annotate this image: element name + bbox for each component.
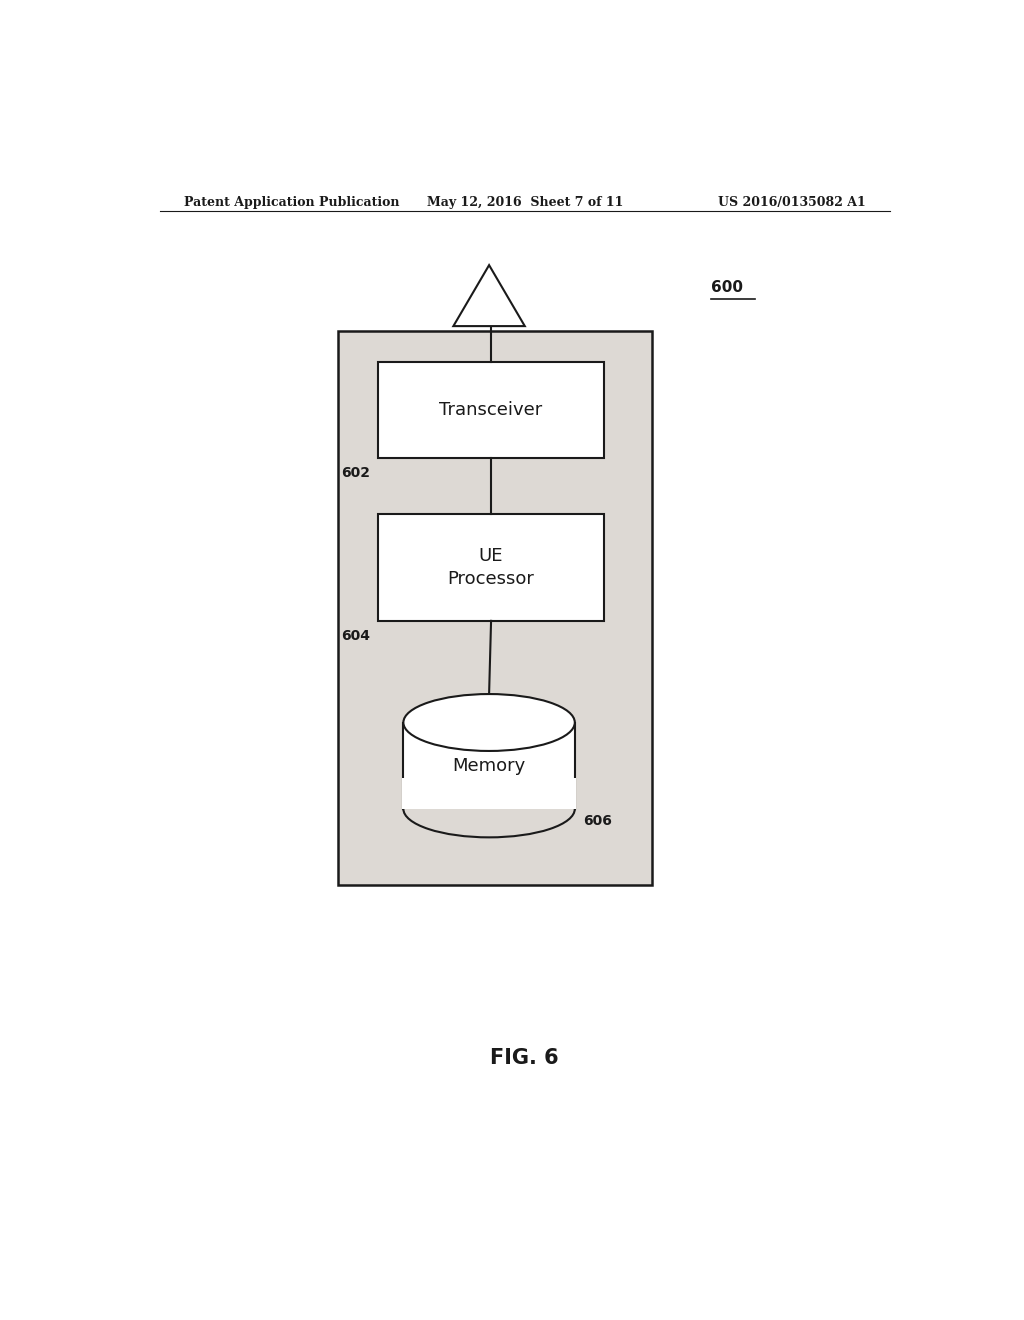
FancyBboxPatch shape xyxy=(338,331,652,886)
Text: 600: 600 xyxy=(712,280,743,296)
Text: US 2016/0135082 A1: US 2016/0135082 A1 xyxy=(718,195,866,209)
FancyBboxPatch shape xyxy=(378,362,604,458)
Text: 602: 602 xyxy=(341,466,370,480)
Text: Transceiver: Transceiver xyxy=(439,401,543,418)
Bar xyxy=(401,779,577,809)
Text: Patent Application Publication: Patent Application Publication xyxy=(183,195,399,209)
FancyBboxPatch shape xyxy=(378,515,604,620)
Text: UE
Processor: UE Processor xyxy=(447,546,535,589)
Ellipse shape xyxy=(403,694,574,751)
Text: 604: 604 xyxy=(341,630,370,643)
Text: 606: 606 xyxy=(583,814,611,828)
Polygon shape xyxy=(454,265,524,326)
Text: FIG. 6: FIG. 6 xyxy=(490,1048,559,1068)
Bar xyxy=(403,722,574,809)
Text: May 12, 2016  Sheet 7 of 11: May 12, 2016 Sheet 7 of 11 xyxy=(427,195,623,209)
Text: Memory: Memory xyxy=(453,756,525,775)
